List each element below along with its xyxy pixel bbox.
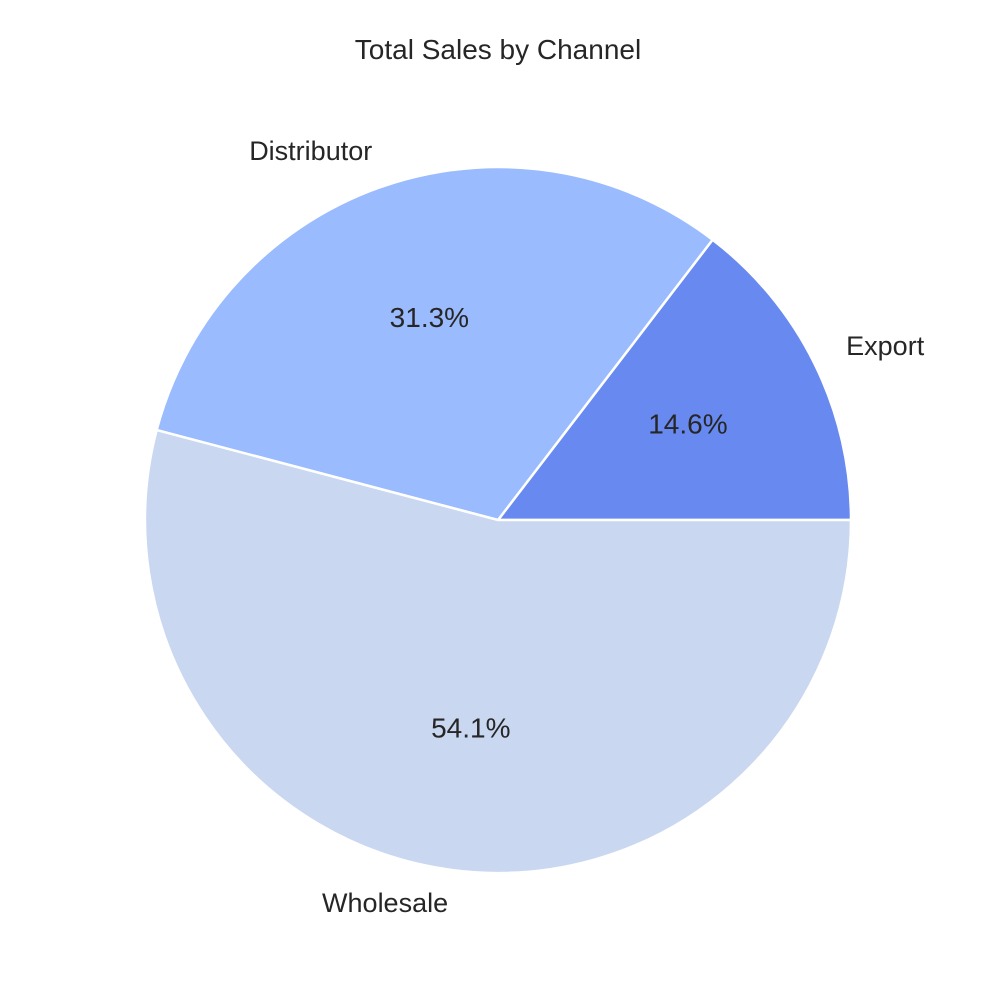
slice-label-export: Export <box>846 331 925 361</box>
slice-label-distributor: Distributor <box>249 136 372 166</box>
pct-label-export: 14.6% <box>648 409 727 440</box>
pie-slice-wholesale <box>143 428 853 875</box>
chart-title: Total Sales by Channel <box>355 34 641 65</box>
slices-layer <box>143 165 853 875</box>
pct-label-wholesale: 54.1% <box>431 712 510 743</box>
pie-slice-export <box>496 238 853 522</box>
slice-label-wholesale: Wholesale <box>322 888 448 918</box>
pie-slice-distributor <box>155 165 714 522</box>
labels-layer: Export 14.6% Distributor 31.3% Wholesale 54.1… <box>249 136 925 918</box>
pct-label-distributor: 31.3% <box>390 302 469 333</box>
